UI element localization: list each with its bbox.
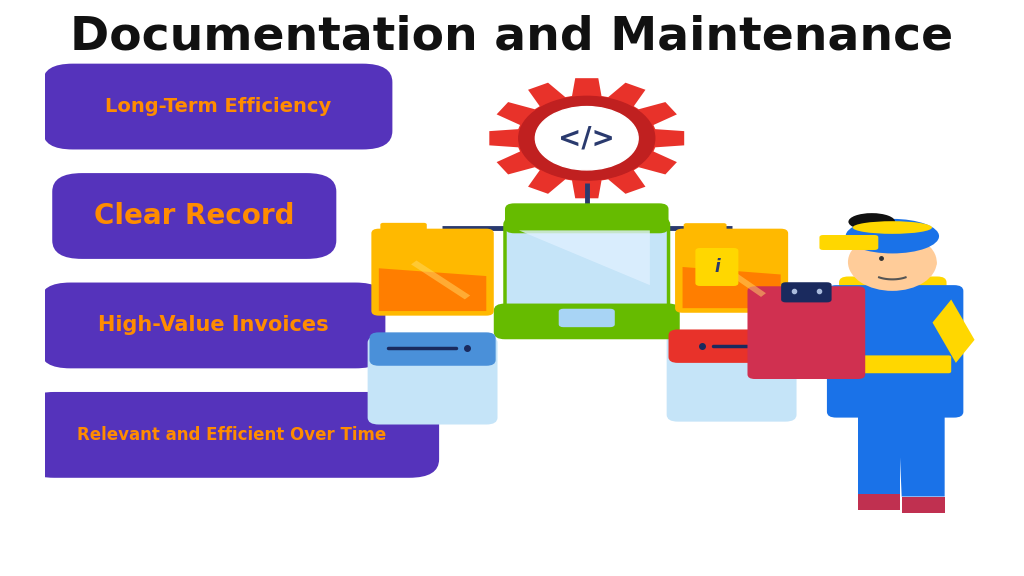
- FancyBboxPatch shape: [748, 286, 865, 379]
- Text: High-Value Invoices: High-Value Invoices: [97, 316, 329, 335]
- Text: Long-Term Efficiency: Long-Term Efficiency: [104, 97, 331, 116]
- FancyBboxPatch shape: [370, 332, 496, 366]
- Ellipse shape: [848, 233, 937, 291]
- FancyBboxPatch shape: [827, 285, 964, 418]
- Ellipse shape: [923, 257, 937, 269]
- Text: </>: </>: [558, 124, 615, 152]
- FancyBboxPatch shape: [559, 309, 614, 327]
- Ellipse shape: [846, 219, 939, 253]
- FancyBboxPatch shape: [841, 355, 951, 373]
- FancyBboxPatch shape: [372, 229, 494, 316]
- Ellipse shape: [849, 213, 895, 230]
- FancyBboxPatch shape: [675, 229, 788, 313]
- Ellipse shape: [853, 221, 932, 234]
- FancyBboxPatch shape: [505, 219, 669, 314]
- Text: Clear Record: Clear Record: [94, 202, 295, 230]
- Text: Documentation and Maintenance: Documentation and Maintenance: [71, 15, 953, 60]
- FancyBboxPatch shape: [380, 223, 427, 238]
- Polygon shape: [519, 230, 650, 285]
- Polygon shape: [411, 260, 470, 300]
- FancyBboxPatch shape: [839, 276, 946, 363]
- FancyBboxPatch shape: [41, 282, 385, 369]
- Polygon shape: [858, 494, 900, 510]
- Polygon shape: [902, 497, 945, 513]
- Polygon shape: [712, 259, 766, 297]
- FancyBboxPatch shape: [25, 392, 439, 478]
- FancyBboxPatch shape: [695, 248, 738, 286]
- Circle shape: [519, 96, 654, 180]
- FancyBboxPatch shape: [52, 173, 336, 259]
- Text: i: i: [714, 258, 720, 276]
- FancyBboxPatch shape: [781, 282, 831, 302]
- FancyBboxPatch shape: [669, 329, 795, 363]
- Text: Relevant and Efficient Over Time: Relevant and Efficient Over Time: [77, 426, 386, 444]
- Polygon shape: [858, 403, 900, 497]
- Polygon shape: [489, 78, 684, 198]
- FancyBboxPatch shape: [368, 336, 498, 425]
- Polygon shape: [787, 302, 839, 360]
- FancyBboxPatch shape: [505, 203, 669, 233]
- Circle shape: [536, 107, 638, 170]
- Polygon shape: [683, 267, 780, 308]
- Polygon shape: [379, 268, 486, 311]
- FancyBboxPatch shape: [43, 64, 392, 150]
- Polygon shape: [898, 409, 945, 497]
- FancyBboxPatch shape: [667, 333, 797, 422]
- Polygon shape: [933, 300, 975, 363]
- FancyBboxPatch shape: [819, 235, 879, 250]
- FancyBboxPatch shape: [684, 223, 727, 238]
- FancyBboxPatch shape: [494, 304, 680, 339]
